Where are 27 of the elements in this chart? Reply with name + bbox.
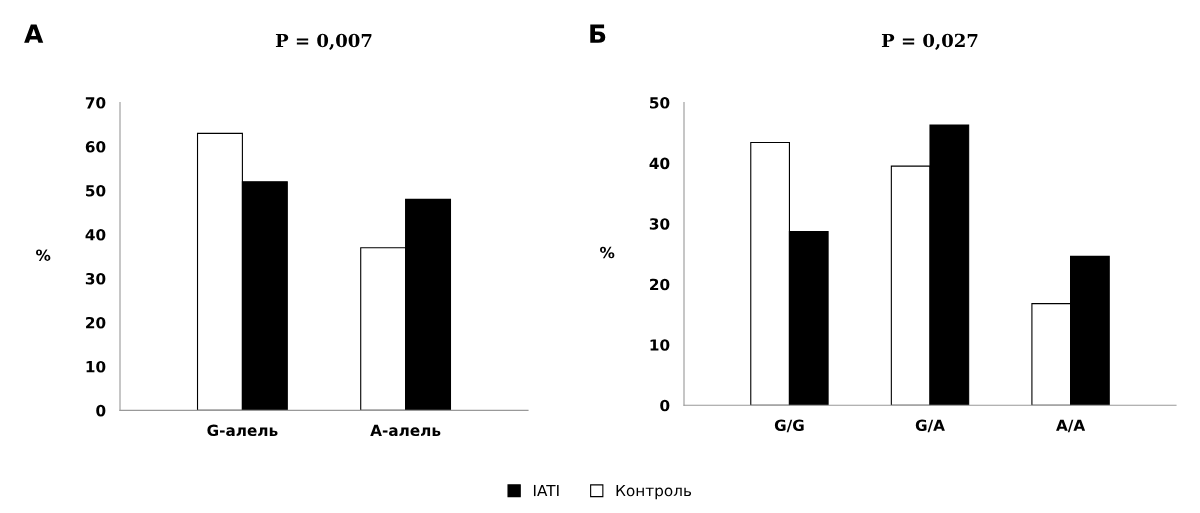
- text: А: [24, 24, 44, 43]
- y-tick-label: 50: [650, 97, 670, 109]
- y-tick-label: 30: [649, 218, 670, 230]
- y-tick-label: 20: [86, 316, 106, 329]
- x-tick-label: G-алель: [207, 424, 278, 437]
- legend-label: Контроль: [616, 484, 692, 500]
- y-tick-label: 70: [85, 97, 106, 109]
- x-tick-label: G/A: [915, 419, 945, 433]
- y-axis-title: %: [36, 249, 51, 261]
- y-tick-label: 60: [85, 141, 106, 153]
- y-axis-title: %: [600, 246, 615, 259]
- y-tick-label: 10: [86, 360, 106, 373]
- y-tick-label: 0: [96, 404, 106, 417]
- y-tick-label: 40: [649, 157, 670, 170]
- text: Б: [590, 24, 606, 43]
- x-tick-label: А-алель: [370, 424, 441, 437]
- x-tick-label: A/A: [1056, 419, 1086, 433]
- chart-title: P = 0,007: [275, 33, 372, 51]
- x-tick-label: G/G: [774, 419, 804, 433]
- chart-title: P = 0,027: [881, 33, 978, 51]
- y-tick-label: 40: [85, 228, 106, 241]
- y-tick-label: 20: [650, 278, 670, 291]
- y-tick-label: 10: [650, 339, 670, 351]
- y-tick-label: 50: [86, 185, 106, 197]
- y-tick-label: 0: [660, 399, 670, 412]
- legend-label: IATI: [533, 484, 559, 497]
- y-tick-label: 30: [85, 272, 106, 285]
